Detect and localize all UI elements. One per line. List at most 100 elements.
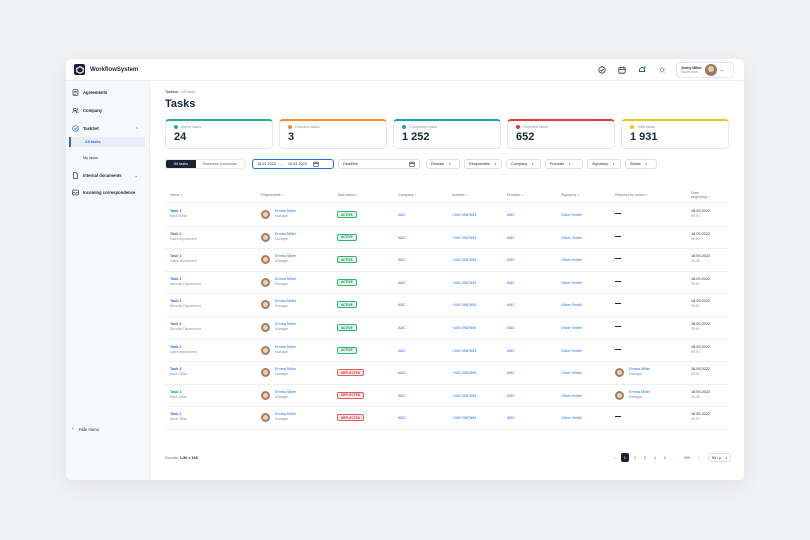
number-cell[interactable]: +180 0987654 [452,235,477,240]
rejected-by-name[interactable]: Emma Miller [629,389,651,394]
provider-cell[interactable]: ABC [507,371,515,376]
column-header[interactable]: Date beginning ⇅ [691,191,710,200]
column-header[interactable]: Rejected by whom ⇅ [615,193,648,197]
filter-dropdown-company[interactable]: Company ▼ [506,159,541,169]
task-name[interactable]: Task 1 [170,299,182,304]
filter-dropdown-provider[interactable]: Provider ▼ [545,159,583,169]
responsible-name[interactable]: Emma Miller [275,367,297,372]
provider-cell[interactable]: ABC [507,348,515,353]
sidebar-item-internal-documents[interactable]: Internal documents ⌄ [72,170,144,180]
calendar-icon[interactable] [618,66,626,74]
filter-dropdown-remark[interactable]: Remark ▼ [426,159,460,169]
signatory-cell[interactable]: Oliver Smith [561,416,582,421]
company-cell[interactable]: ABC [398,280,406,285]
responsible-name[interactable]: Emma Miller [275,209,297,213]
number-cell[interactable]: +180 0987654 [452,258,477,263]
number-cell[interactable]: +180 0987654 [452,303,477,308]
user-menu[interactable]: Jenny Miller Supervisor ⌄ [676,62,734,78]
filter-dropdown-status[interactable]: Status ▼ [625,159,657,169]
filter-dropdown-signatory[interactable]: Signatory ▼ [587,159,621,169]
task-name[interactable]: Task 1 [170,276,182,281]
table-row[interactable]: Task 1 Back Office Emma Miller Manager DEFLE… [165,407,729,430]
number-cell[interactable]: +180 0987654 [452,348,477,353]
sidebar-item-incoming-correspondence[interactable]: Incoming correspondence [72,187,135,197]
company-cell[interactable]: ABC [398,348,406,353]
rejected-by-name[interactable]: Emma Miller [629,367,651,372]
company-cell[interactable]: ABC [398,416,406,421]
provider-cell[interactable]: ABC [507,235,515,240]
responsible-name[interactable]: Emma Miller [275,344,297,349]
hide-menu-button[interactable]: ‹ Hide menu [72,424,99,434]
task-name[interactable]: Task 1 [170,254,182,259]
tab-business-processes[interactable]: Business processes [203,162,237,166]
responsible-name[interactable]: Emma Miller [275,389,297,394]
provider-cell[interactable]: ABC [507,280,515,285]
table-row[interactable]: Task 2 Sales department Emma Miller Manager… [165,340,729,363]
column-header[interactable]: Provider ⇅ [507,193,524,197]
number-cell[interactable]: +180 0987654 [452,213,477,217]
table-row[interactable]: Task 1 Security Department Emma Miller Mana… [165,294,729,317]
signatory-cell[interactable]: Oliver Smith [561,235,582,240]
task-name[interactable]: Task 1 [170,209,182,213]
signatory-cell[interactable]: Oliver Smith [561,258,582,263]
filter-dropdown-responsible[interactable]: Responsible ▼ [464,159,502,169]
provider-cell[interactable]: ABC [507,326,515,330]
table-row[interactable]: Task 1 Back Office Emma Miller Manager ACTIV… [165,204,729,227]
provider-cell[interactable]: ABC [507,393,515,398]
per-page-select[interactable]: 50 / p. ▾ [707,453,731,462]
logo[interactable]: WorkflowSystem [74,64,138,75]
company-cell[interactable]: ABC [398,235,406,240]
responsible-name[interactable]: Emma Miller [275,231,297,236]
number-cell[interactable]: +180 0987654 [452,371,477,376]
number-cell[interactable]: +180 0987654 [452,393,477,398]
check-circle-icon[interactable] [598,66,606,74]
company-cell[interactable]: ABC [398,258,406,263]
provider-cell[interactable]: ABC [507,258,515,263]
column-header[interactable]: Number ⇅ [452,193,469,197]
signatory-cell[interactable]: Oliver Smith [561,371,582,376]
table-row[interactable]: Task 2 Sales department Emma Miller Manager… [165,227,729,250]
breadcrumb-root[interactable]: Taskbar [165,90,179,94]
signatory-cell[interactable]: Oliver Smith [561,348,582,353]
sidebar-subitem-my-tasks[interactable]: My tasks [69,153,145,163]
responsible-name[interactable]: Emma Miller [275,412,297,417]
table-row[interactable]: Task 2 Back Office Emma Miller Manager DEFLE… [165,362,729,385]
table-row[interactable]: Task 2 Security Department Emma Miller Mana… [165,317,729,340]
sidebar-item-taskset[interactable]: TaskSet ^ [72,123,144,133]
signatory-cell[interactable]: Oliver Smith [561,213,582,217]
page-4[interactable]: 4 [653,455,656,460]
task-name[interactable]: Task 2 [170,231,182,236]
company-cell[interactable]: ABC [398,213,406,217]
task-name[interactable]: Task 1 [170,412,182,417]
tab-all-tasks[interactable]: All tasks [166,160,196,168]
provider-cell[interactable]: ABC [507,213,515,217]
table-row[interactable]: Task 1 Sales department Emma Miller Manager… [165,249,729,272]
page-999[interactable]: 999 [683,455,691,460]
number-cell[interactable]: +180 0987654 [452,280,477,285]
company-cell[interactable]: ABC [398,371,406,376]
signatory-cell[interactable]: Oliver Smith [561,393,582,398]
settings-icon[interactable] [658,66,666,74]
sidebar-subitem-all-tasks[interactable]: All tasks [69,137,145,147]
signatory-cell[interactable]: Oliver Smith [561,326,582,330]
task-name[interactable]: Task 1 [170,389,182,394]
responsible-name[interactable]: Emma Miller [275,254,297,259]
page-2[interactable]: 2 [633,455,636,460]
next-page-button[interactable]: › [698,455,700,460]
page-3[interactable]: 3 [643,455,646,460]
responsible-name[interactable]: Emma Miller [275,299,297,304]
responsible-name[interactable]: Emma Miller [275,322,297,326]
column-header[interactable]: Task status ⇅ [337,193,359,197]
table-row[interactable]: Task 1 Security Department Emma Miller Mana… [165,272,729,295]
deadline-picker[interactable]: Deadline [338,159,420,169]
page-1[interactable]: 1 [620,453,629,462]
signatory-cell[interactable]: Oliver Smith [561,303,582,308]
date-range-picker[interactable]: 18.01.2022 → 19.04.2022 [252,159,334,169]
task-name[interactable]: Task 2 [170,322,182,326]
page-5[interactable]: 5 [663,455,666,460]
task-name[interactable]: Task 2 [170,367,182,372]
responsible-name[interactable]: Emma Miller [275,276,297,281]
prev-page-button[interactable]: ‹ [614,455,616,460]
table-row[interactable]: Task 1 Back Office Emma Miller Manager DEFLE… [165,385,729,408]
notification-icon[interactable] [638,66,646,74]
